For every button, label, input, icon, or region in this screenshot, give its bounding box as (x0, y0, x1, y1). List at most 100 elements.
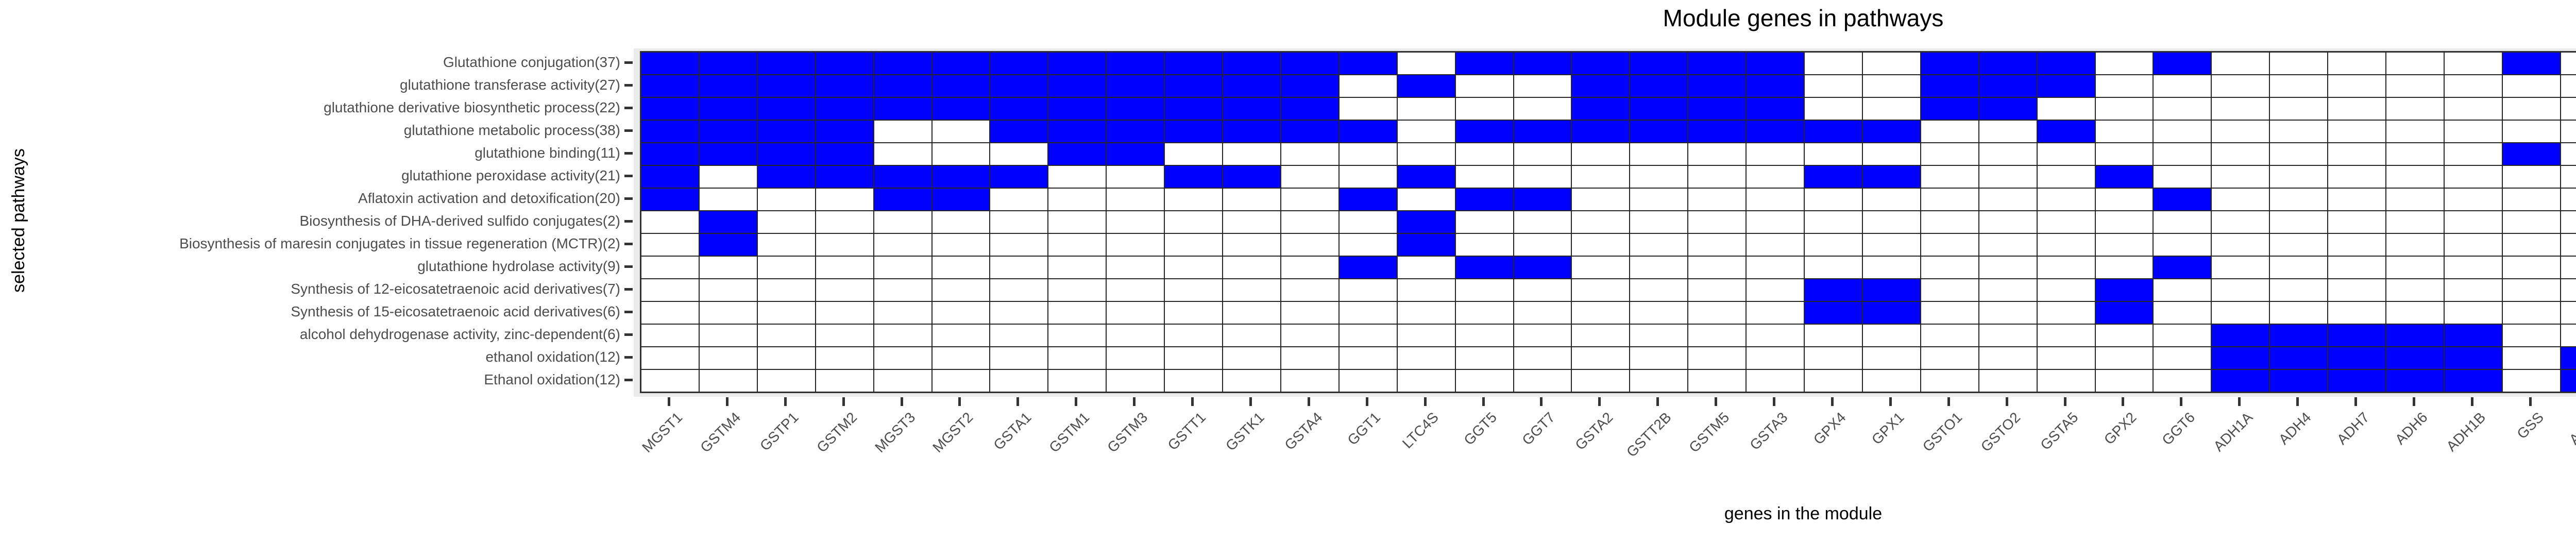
heatmap-cell (2560, 52, 2576, 75)
heatmap-grid (640, 51, 2576, 393)
heatmap-cell (1048, 369, 1107, 392)
heatmap-cell (873, 324, 932, 347)
heatmap-cell (2037, 279, 2095, 301)
heatmap-cell (1571, 165, 1630, 188)
heatmap-cell (1513, 233, 1572, 256)
heatmap-cell (2560, 165, 2576, 188)
heatmap-cell (2328, 97, 2386, 120)
heatmap-cell (1804, 143, 1862, 165)
heatmap-cell (1630, 188, 1688, 211)
heatmap-cell (2269, 301, 2328, 324)
heatmap-cell (1455, 97, 1514, 120)
heatmap-cell (1920, 233, 1979, 256)
heatmap-cell (931, 52, 990, 75)
heatmap-cell (815, 52, 874, 75)
y-axis-label: glutathione transferase activity(27) (400, 77, 620, 93)
heatmap-cell (2037, 75, 2095, 97)
heatmap-cell (990, 211, 1048, 233)
heatmap-cell (931, 301, 990, 324)
heatmap-cell (1280, 75, 1339, 97)
y-axis-label: ethanol oxidation(12) (485, 349, 620, 365)
heatmap-cell (2153, 52, 2212, 75)
heatmap-cell (1571, 256, 1630, 279)
heatmap-cell (1397, 347, 1455, 369)
heatmap-cell (2153, 211, 2212, 233)
heatmap-cell (2502, 143, 2561, 165)
heatmap-cell (2211, 369, 2270, 392)
heatmap-cell (1920, 97, 1979, 120)
heatmap-cell (2095, 279, 2154, 301)
heatmap-cell (1978, 188, 2037, 211)
heatmap-cell (2037, 188, 2095, 211)
heatmap-cell (1688, 233, 1747, 256)
heatmap-cell (1280, 369, 1339, 392)
heatmap-cell (2269, 211, 2328, 233)
heatmap-cell (1978, 301, 2037, 324)
heatmap-cell (2444, 211, 2502, 233)
heatmap-cell (1688, 120, 1747, 143)
heatmap-cell (873, 256, 932, 279)
heatmap-cell (699, 233, 757, 256)
heatmap-cell (2153, 188, 2212, 211)
heatmap-cell (2037, 120, 2095, 143)
heatmap-cell (1048, 97, 1107, 120)
heatmap-cell (2560, 279, 2576, 301)
heatmap-cell (1746, 233, 1804, 256)
y-axis-tick (624, 219, 633, 223)
heatmap-cell (2269, 143, 2328, 165)
heatmap-cell (1106, 233, 1165, 256)
heatmap-cell (1513, 165, 1572, 188)
x-axis-label: MGST3 (871, 409, 918, 456)
x-axis-tick (2122, 397, 2125, 406)
heatmap-cell (1746, 52, 1804, 75)
heatmap-cell (1513, 324, 1572, 347)
heatmap-cell (2037, 256, 2095, 279)
heatmap-cell (2386, 211, 2444, 233)
heatmap-cell (2502, 97, 2561, 120)
heatmap-cell (1630, 165, 1688, 188)
heatmap-cell (2328, 256, 2386, 279)
heatmap-cell (2211, 211, 2270, 233)
heatmap-cell (1920, 211, 1979, 233)
heatmap-cell (2095, 165, 2154, 188)
heatmap-cell (2386, 165, 2444, 188)
heatmap-cell (2037, 233, 2095, 256)
x-axis-label: GSTM3 (1104, 409, 1151, 456)
heatmap-cell (1804, 256, 1862, 279)
heatmap-cell (1397, 301, 1455, 324)
x-axis-tick (2354, 397, 2358, 406)
heatmap-cell (1920, 256, 1979, 279)
heatmap-cell (931, 347, 990, 369)
heatmap-cell (2269, 369, 2328, 392)
heatmap-cell (1862, 301, 1921, 324)
heatmap-cell (757, 143, 816, 165)
heatmap-cell (2386, 301, 2444, 324)
heatmap-cell (1397, 120, 1455, 143)
heatmap-cell (1513, 301, 1572, 324)
x-axis-tick (900, 397, 903, 406)
heatmap-cell (1862, 143, 1921, 165)
heatmap-cell (2444, 97, 2502, 120)
heatmap-cell (1804, 75, 1862, 97)
heatmap-cell (815, 324, 874, 347)
x-axis-tick (1423, 397, 1427, 406)
heatmap-cell (2386, 120, 2444, 143)
heatmap-cell (1571, 347, 1630, 369)
heatmap-cell (2328, 52, 2386, 75)
x-axis-tick (2296, 397, 2299, 406)
heatmap-cell (815, 301, 874, 324)
heatmap-cell (1048, 324, 1107, 347)
x-axis-tick (2063, 397, 2066, 406)
heatmap-cell (1920, 301, 1979, 324)
heatmap-cell (1630, 120, 1688, 143)
heatmap-cell (1048, 256, 1107, 279)
heatmap-cell (2037, 369, 2095, 392)
heatmap-cell (873, 143, 932, 165)
heatmap-cell (1978, 211, 2037, 233)
heatmap-cell (873, 211, 932, 233)
heatmap-cell (1978, 52, 2037, 75)
heatmap-cell (2386, 75, 2444, 97)
heatmap-cell (1164, 369, 1223, 392)
heatmap-cell (1862, 52, 1921, 75)
y-axis-tick (624, 310, 633, 313)
